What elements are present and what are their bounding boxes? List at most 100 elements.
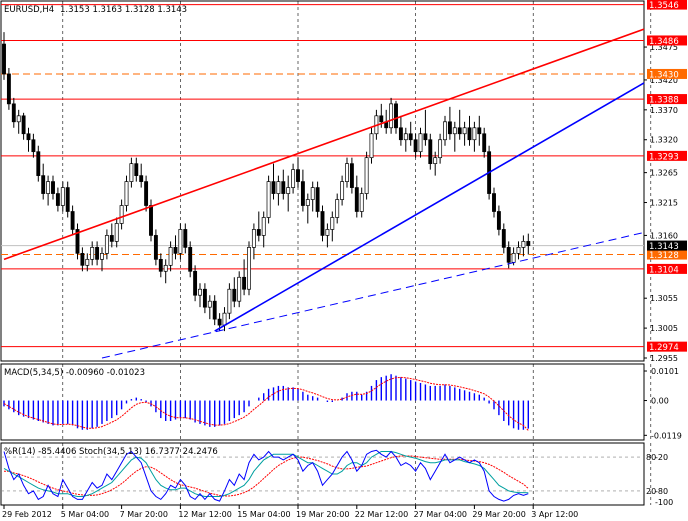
candle-body (349, 163, 354, 188)
time-axis-label: 7 Mar 20:00 (120, 510, 168, 519)
time-axis-label: 22 Mar 12:00 (355, 510, 408, 519)
candle-body (359, 193, 364, 212)
candle-body (266, 181, 271, 218)
candle-body (354, 187, 359, 212)
candle-body (364, 157, 369, 194)
candle-body (438, 139, 443, 159)
oscillator-pane[interactable]: %R(14) -85.4406 Stoch(34,5,13) 16.7377 2… (0, 442, 673, 507)
stochastic-axis-label: 20 (646, 487, 656, 496)
candle-body (482, 133, 487, 153)
candle-body (300, 181, 305, 206)
candle-body (403, 133, 408, 141)
macd-header: MACD(5,34,5) -0.00960 -0.01023 (4, 368, 145, 378)
price-level-label-bg (647, 0, 687, 10)
candle-body (310, 187, 315, 200)
candle-body (516, 247, 521, 254)
oscillator-axis-label: -100 (655, 498, 673, 507)
candle-body (85, 258, 90, 266)
candle-body (340, 181, 345, 200)
stochastic-signal-line (4, 455, 529, 497)
price-level-label-bg (647, 263, 687, 274)
trendline-blue-dashed-support (101, 231, 645, 359)
candle-body (158, 258, 163, 272)
candle-body (70, 211, 75, 230)
candle-body (492, 193, 496, 212)
candle-body (472, 127, 477, 141)
candle-body (198, 288, 202, 296)
candle-body (173, 247, 178, 254)
candle-body (202, 288, 207, 308)
candle-body (251, 229, 256, 248)
candle-body (271, 181, 276, 194)
chart-ohlc-readout: 1.3153 1.3163 1.3128 1.3143 (60, 5, 187, 15)
candle-body (6, 73, 11, 105)
candle-body (452, 127, 457, 135)
candle-body (511, 253, 516, 263)
oscillator-level-lines (1, 456, 644, 492)
candle-body (296, 169, 300, 182)
price-level-label-bg (647, 94, 687, 105)
candle-body (100, 253, 104, 260)
price-level-label-bg (647, 68, 687, 79)
price-axis-label: 1.3370 (650, 106, 678, 115)
macd-pane-frame (0, 363, 645, 441)
candle-body (114, 223, 119, 242)
price-level-label: 1.3486 (649, 37, 679, 47)
candle-body (496, 211, 501, 230)
candle-body (467, 127, 472, 141)
macd-axis: 0.0101 0.00 -0.0119 (644, 367, 682, 440)
candle-body (134, 163, 139, 176)
candle-body (222, 312, 227, 326)
time-axis-label: 29 Feb 2012 (2, 510, 52, 519)
oscillator-axis: -20 -80 -100 80 20 (646, 453, 673, 507)
candle-body (193, 270, 198, 296)
current-price-label-bg (647, 240, 687, 251)
price-axis[interactable]: 1.3475 1.3420 1.3370 1.3320 1.3265 1.3215 1.31… (644, 43, 678, 363)
price-level-label-bg (647, 249, 687, 260)
candle-body (433, 157, 438, 165)
candle-body (242, 276, 247, 290)
price-axis-label: 1.3005 (650, 324, 678, 333)
candle-body (60, 187, 65, 206)
candle-body (144, 181, 149, 206)
candle-body (320, 211, 325, 236)
candle-body (227, 288, 232, 314)
time-axis[interactable]: 29 Feb 2012 5 Mar 04:00 7 Mar 20:00 12 Mar … (2, 505, 578, 519)
price-level-labels: 1.35461.34861.34301.33881.32931.31281.31… (647, 0, 687, 353)
price-level-label: 1.3430 (649, 70, 679, 80)
candle-body (65, 187, 70, 212)
candle-body (183, 229, 188, 248)
price-axis-label: 1.3215 (650, 199, 678, 208)
oscillator-pane-frame (0, 442, 645, 506)
price-axis-label: 1.3320 (650, 136, 678, 145)
candle-body (261, 217, 266, 236)
time-axis-label: 15 Mar 04:00 (237, 510, 290, 519)
stochastic-main-line (3, 451, 529, 497)
current-price-label: 1.3143 (649, 242, 679, 252)
candle-body (389, 103, 394, 129)
williams-r-line (3, 449, 529, 502)
candle-body (178, 229, 183, 254)
macd-pane[interactable]: MACD(5,34,5) -0.00960 -0.01023 0.01010.0… (0, 363, 682, 441)
candle-body (330, 217, 335, 230)
candle-body (237, 276, 242, 302)
candle-body (457, 127, 462, 135)
candle-body (256, 229, 261, 236)
macd-axis-label: 0.0101 (651, 367, 679, 376)
candle-body (51, 181, 55, 194)
candle-body (26, 133, 31, 141)
candle-body (379, 115, 384, 123)
main-price-pane[interactable]: EURUSD,H4 1.3153 1.3163 1.3128 1.3143 1.… (0, 0, 687, 363)
trendlines[interactable] (3, 28, 645, 359)
candle-body (335, 199, 340, 218)
trendline-red-channel-top (3, 28, 645, 261)
price-levels[interactable] (1, 4, 644, 348)
price-level-label: 1.3388 (649, 96, 679, 106)
main-vertical-grid (62, 1, 652, 361)
oscillator-axis-label: -20 (655, 453, 668, 462)
candle-body (526, 241, 531, 246)
candle-body (501, 229, 506, 248)
candle-body (21, 115, 26, 135)
candle-body (129, 163, 134, 182)
